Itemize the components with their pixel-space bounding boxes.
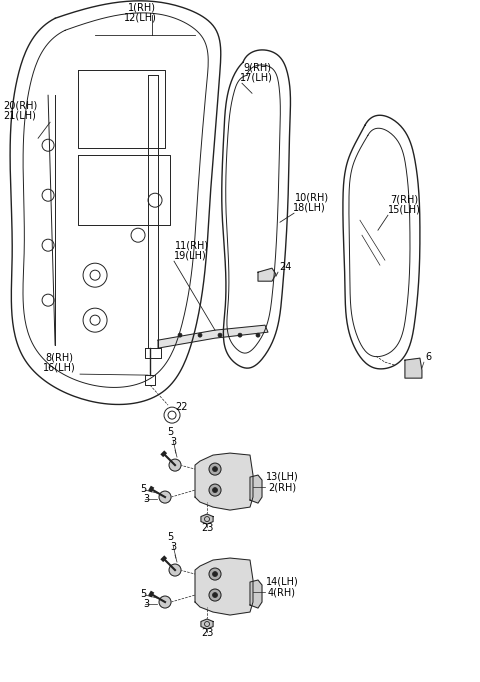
Text: 5: 5: [167, 532, 173, 542]
Circle shape: [159, 491, 171, 503]
Polygon shape: [250, 475, 262, 503]
Text: 17(LH): 17(LH): [240, 72, 273, 83]
Circle shape: [209, 568, 221, 580]
Text: 5: 5: [140, 484, 146, 494]
Circle shape: [169, 459, 181, 471]
Circle shape: [209, 589, 221, 601]
Text: 11(RH): 11(RH): [175, 240, 209, 250]
Text: 16(LH): 16(LH): [43, 362, 76, 372]
Text: 2(RH): 2(RH): [268, 482, 296, 492]
Text: 4(RH): 4(RH): [268, 587, 296, 597]
Text: 10(RH): 10(RH): [295, 192, 329, 202]
Circle shape: [159, 596, 171, 608]
Text: 3: 3: [170, 542, 176, 552]
Circle shape: [213, 488, 217, 492]
Text: 8(RH): 8(RH): [45, 352, 73, 362]
Polygon shape: [405, 358, 422, 378]
Text: 3: 3: [143, 494, 149, 504]
Polygon shape: [250, 580, 262, 608]
Circle shape: [209, 463, 221, 475]
Circle shape: [209, 484, 221, 496]
Text: 6: 6: [425, 352, 431, 362]
Circle shape: [218, 333, 222, 337]
Text: 22: 22: [175, 402, 188, 412]
Polygon shape: [201, 514, 213, 524]
Text: 21(LH): 21(LH): [3, 110, 36, 120]
Text: 5: 5: [140, 589, 146, 599]
Text: 23: 23: [201, 628, 213, 638]
Text: 20(RH): 20(RH): [3, 100, 37, 110]
Text: 18(LH): 18(LH): [293, 202, 326, 212]
Circle shape: [238, 333, 242, 337]
Text: 15(LH): 15(LH): [388, 204, 421, 214]
Circle shape: [178, 333, 182, 337]
Polygon shape: [258, 268, 276, 281]
Text: 9(RH): 9(RH): [243, 62, 271, 72]
Text: 5: 5: [167, 427, 173, 437]
Circle shape: [213, 593, 217, 597]
Circle shape: [198, 333, 202, 337]
Text: 1(RH): 1(RH): [128, 2, 156, 12]
Text: 23: 23: [201, 523, 213, 533]
Polygon shape: [195, 453, 253, 510]
Polygon shape: [201, 619, 213, 629]
Polygon shape: [195, 558, 253, 615]
Text: 19(LH): 19(LH): [174, 250, 207, 261]
Text: 3: 3: [170, 437, 176, 447]
Circle shape: [256, 333, 260, 337]
Text: 12(LH): 12(LH): [124, 12, 157, 23]
Circle shape: [213, 572, 217, 576]
Text: 24: 24: [279, 262, 291, 272]
Text: 3: 3: [143, 599, 149, 609]
Circle shape: [169, 564, 181, 576]
Text: 13(LH): 13(LH): [266, 471, 299, 481]
Polygon shape: [158, 325, 268, 348]
Text: 14(LH): 14(LH): [266, 576, 299, 586]
Text: 7(RH): 7(RH): [390, 194, 418, 204]
Circle shape: [213, 466, 217, 471]
